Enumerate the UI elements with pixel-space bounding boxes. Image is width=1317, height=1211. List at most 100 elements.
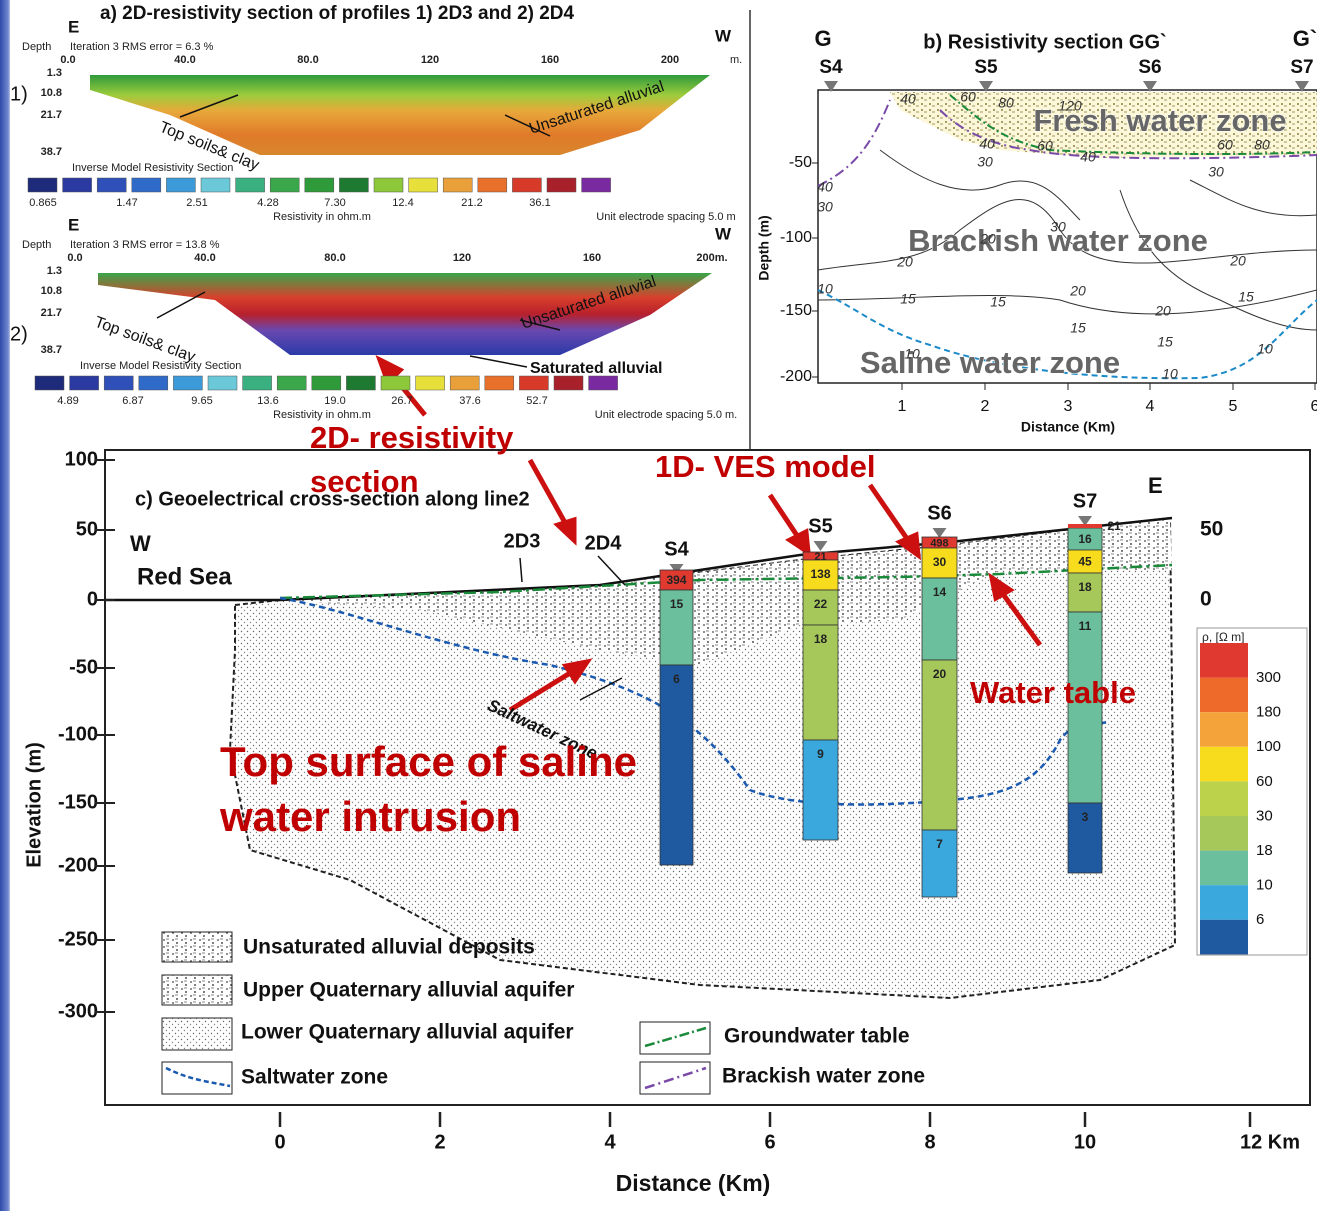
scale-swatch bbox=[28, 178, 57, 192]
scale-swatch bbox=[519, 376, 548, 390]
station-label: S4 bbox=[664, 538, 689, 560]
station-label: S5 bbox=[808, 515, 832, 537]
x-tick-label: 5 bbox=[1229, 398, 1238, 415]
profile-number: 1) bbox=[10, 83, 28, 105]
scale-value: 52.7 bbox=[526, 395, 547, 407]
scale-title: ρ, [Ω m] bbox=[1202, 630, 1244, 644]
scale-swatch bbox=[243, 376, 272, 390]
x-tick-label: 10 bbox=[1074, 1131, 1096, 1153]
scale-value: 6 bbox=[1256, 911, 1264, 928]
scale-swatch bbox=[63, 178, 92, 192]
contour-label: 30 bbox=[1208, 164, 1224, 180]
ves-value: 6 bbox=[673, 672, 680, 686]
ves-layer bbox=[1068, 524, 1102, 528]
ves-value: 18 bbox=[814, 632, 828, 646]
legend-label: Saltwater zone bbox=[241, 1066, 388, 1089]
zone-label: Saline water zone bbox=[860, 345, 1120, 380]
x-tick-label: 3 bbox=[1064, 398, 1073, 415]
contour-label: 10 bbox=[1257, 341, 1273, 357]
scale-swatch bbox=[1200, 712, 1248, 747]
scale-swatch bbox=[485, 376, 514, 390]
x-tick-label: 120 bbox=[421, 54, 439, 66]
scale-swatch bbox=[166, 178, 195, 192]
scale-unit: Resistivity in ohm.m bbox=[273, 409, 371, 421]
scale-swatch bbox=[132, 178, 161, 192]
contour-label: 120 bbox=[1058, 98, 1082, 114]
x-tick-label: 120 bbox=[453, 252, 471, 264]
scale-value: 30 bbox=[1256, 807, 1273, 824]
ves-value: 11 bbox=[1079, 619, 1092, 633]
scale-swatch bbox=[97, 178, 126, 192]
y-tick-label: -100 bbox=[780, 229, 812, 246]
depth-tick-label: 21.7 bbox=[41, 109, 62, 121]
y-tick-label: -150 bbox=[780, 302, 812, 319]
contour-label: 20 bbox=[896, 254, 913, 270]
section-end: G` bbox=[1293, 26, 1317, 51]
x-tick-label: 160 bbox=[583, 252, 601, 264]
y-tick-label: -50 bbox=[789, 154, 812, 171]
y-tick-label: -200 bbox=[780, 368, 812, 385]
depth-tick-label: 21.7 bbox=[41, 307, 62, 319]
y-axis-label: Elevation (m) bbox=[23, 742, 45, 868]
y-tick-label: -100 bbox=[58, 723, 98, 745]
scale-value: 36.1 bbox=[529, 197, 550, 209]
ves-value: 22 bbox=[814, 597, 828, 611]
scale-swatch bbox=[512, 178, 541, 192]
scale-value: 180 bbox=[1256, 704, 1281, 721]
scale-swatch bbox=[589, 376, 618, 390]
y2-tick-label: 0 bbox=[1200, 588, 1212, 611]
station-label: S7 bbox=[1073, 490, 1097, 512]
y-tick-label: 100 bbox=[65, 448, 98, 470]
scale-value: 4.28 bbox=[257, 197, 278, 209]
y-tick-label: -50 bbox=[69, 656, 98, 678]
ves-value: 15 bbox=[670, 597, 684, 611]
iteration-label: Iteration 3 RMS error = 13.8 % bbox=[70, 239, 220, 251]
direction-label: W bbox=[715, 26, 732, 45]
ves-layer bbox=[660, 665, 693, 865]
ves-value: 18 bbox=[1078, 580, 1092, 594]
x-axis-label: Distance (Km) bbox=[616, 1170, 771, 1196]
scale-value: 4.89 bbox=[57, 395, 78, 407]
x-tick-label: 200m. bbox=[696, 252, 727, 264]
contour-label: 15 bbox=[1157, 334, 1173, 350]
x-tick-label: 8 bbox=[924, 1131, 935, 1153]
x-tick-label: 2 bbox=[434, 1131, 445, 1153]
depth-tick-label: 1.3 bbox=[47, 265, 62, 277]
scale-swatch bbox=[208, 376, 237, 390]
contour-label: 30 bbox=[817, 199, 833, 215]
scale-value: 2.51 bbox=[186, 197, 207, 209]
contour-label: 20 bbox=[1229, 253, 1246, 269]
scale-value: 37.6 bbox=[459, 395, 480, 407]
ves-value: 20 bbox=[933, 667, 947, 681]
scale-swatch bbox=[554, 376, 583, 390]
section-title: Inverse Model Resistivity Section bbox=[80, 360, 241, 372]
y2-tick-label: 50 bbox=[1200, 518, 1223, 541]
station-label: S4 bbox=[819, 57, 843, 78]
scale-swatch bbox=[1200, 920, 1248, 955]
profile-number: 2) bbox=[10, 323, 28, 345]
direction-label: W bbox=[715, 224, 732, 243]
spacing-label: Unit electrode spacing 5.0 m. bbox=[595, 409, 737, 421]
scale-swatch bbox=[1200, 816, 1248, 851]
x-tick-label: 80.0 bbox=[324, 252, 345, 264]
scale-swatch bbox=[312, 376, 341, 390]
station-label: S6 bbox=[1138, 57, 1161, 78]
contour-label: 15 bbox=[1238, 289, 1254, 305]
scale-value: 7.30 bbox=[324, 197, 345, 209]
page: { "panel_a": { "title": "a) 2D-resistivi… bbox=[0, 0, 1317, 1211]
scale-swatch bbox=[173, 376, 202, 390]
scale-value: 100 bbox=[1256, 738, 1281, 755]
scale-value: 26.7 bbox=[391, 395, 412, 407]
scale-swatch bbox=[201, 178, 230, 192]
scale-swatch bbox=[547, 178, 576, 192]
section-title: Inverse Model Resistivity Section bbox=[72, 162, 233, 174]
x-tick-label: 40.0 bbox=[194, 252, 215, 264]
scale-swatch bbox=[139, 376, 168, 390]
contour-label: 15 bbox=[990, 294, 1006, 310]
callout: Top surface of saline bbox=[220, 738, 637, 785]
y-tick-label: -200 bbox=[58, 854, 98, 876]
callout: water intrusion bbox=[219, 793, 521, 840]
contour-label: 20 bbox=[1154, 303, 1171, 319]
scale-value: 18 bbox=[1256, 842, 1273, 859]
x-tick-label: 12 Km bbox=[1240, 1131, 1300, 1153]
